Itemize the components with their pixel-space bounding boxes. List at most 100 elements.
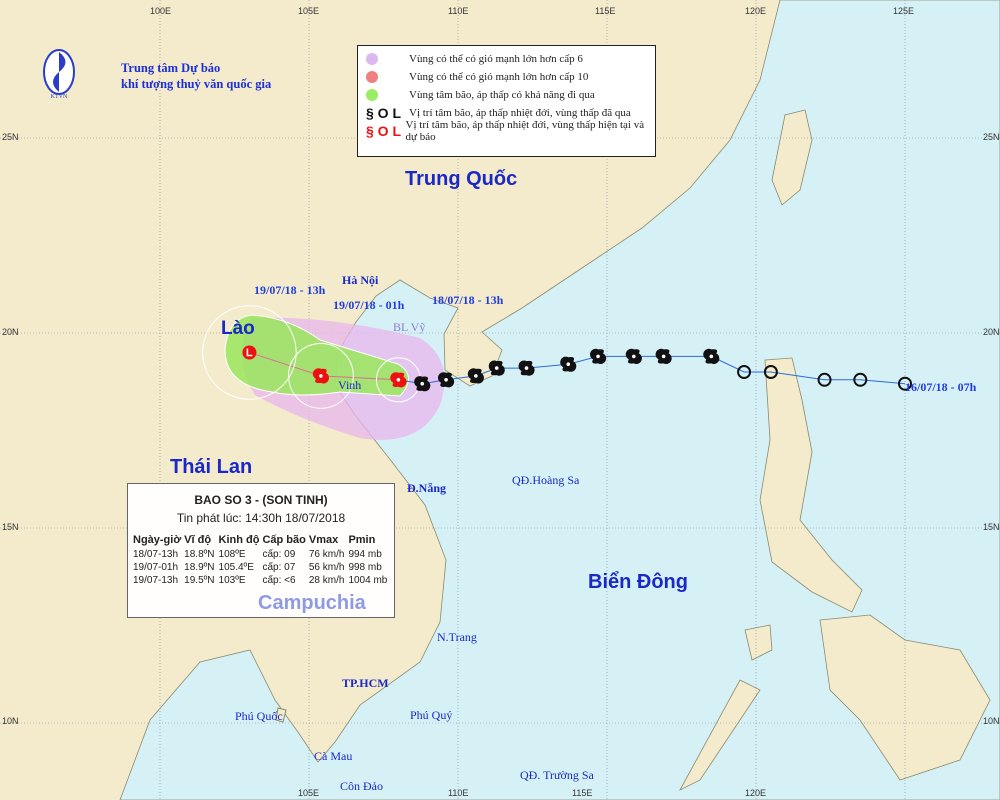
depression-icon: [853, 372, 868, 387]
cell: 1004 mb: [348, 575, 388, 586]
green-circle-icon: [366, 89, 378, 101]
table-row: 18/07-13h 18.8ºN 108ºE cấp: 09 76 km/h 994 mb: [133, 549, 391, 562]
legend-label: Vùng tâm bão, áp thấp có khả năng đi qua: [409, 89, 595, 101]
axis-bottom-label: 120E: [745, 788, 767, 798]
palawan-island: [679, 679, 761, 791]
nchmf-logo: KTVN Trung tâm Dự báo khí tượng thuỷ văn…: [42, 48, 271, 105]
legend-item: Vùng tâm bão, áp thấp có khả năng đi qua: [366, 87, 595, 103]
label-laos: Lào: [221, 318, 255, 339]
storm-icon: [312, 368, 330, 384]
red-circle-icon: [366, 71, 378, 83]
forecast-radius-circle: [288, 343, 354, 409]
lilac-circle-icon: [366, 53, 378, 65]
axis-bottom-label: 105E: [298, 788, 320, 798]
storm-icon: [390, 372, 407, 388]
storm-forecast-table: Ngày-giờ Vĩ độ Kinh độ Cấp bão Vmax Pmin…: [133, 534, 391, 588]
logo-title-line2: khí tượng thuỷ văn quốc gia: [121, 77, 272, 91]
time-label-forecast-24h: 19/07/18 - 13h: [254, 283, 326, 297]
legend-item: § O L Vị trí tâm bão, áp thấp nhiệt đới, …: [366, 105, 631, 121]
depression-icon: [898, 376, 912, 391]
cell: 998 mb: [348, 562, 382, 573]
place-hanoi: Hà Nội: [342, 273, 379, 287]
time-label-start: 16/07/18 - 07h: [905, 380, 977, 394]
axis-left-label: 25N: [2, 132, 19, 142]
label-cambodia: Campuchia: [258, 592, 366, 614]
depression-icon: [817, 372, 832, 387]
storm-icon: [488, 360, 505, 376]
axis-right-label: 25N: [983, 132, 1000, 142]
storm-depression-low-icons-forecast: § O L: [366, 123, 402, 139]
storm-track: [202, 305, 912, 409]
storm-depression-low-icons-past: § O L: [366, 105, 402, 121]
cell: 19/07-13h: [133, 575, 179, 586]
forecast-cone: [224, 314, 409, 397]
legend: Vùng có thể có gió mạnh lớn hơn cấp 6 Vù…: [357, 45, 656, 157]
axis-top-label: 125E: [893, 6, 915, 16]
axis-top-label: 100E: [150, 6, 172, 16]
storm-icon: [414, 376, 431, 392]
cell: cấp: 07: [262, 562, 296, 573]
place-truong-sa: QĐ. Trường Sa: [520, 768, 594, 782]
nchmf-logo-emblem: KTVN: [43, 49, 75, 100]
label-china: Trung Quốc: [405, 168, 518, 190]
label-east-sea: Biển Đông: [588, 571, 688, 593]
legend-label: Vùng có thể có gió mạnh lớn hơn cấp 10: [409, 71, 589, 83]
cell: 18.9ºN: [184, 562, 215, 573]
storm-icon: [560, 356, 577, 372]
place-phu-quy: Phú Quý: [410, 708, 453, 722]
legend-item: § O L Vị trí tâm bão, áp thấp nhiệt đới, …: [366, 119, 655, 143]
col-header: Vmax: [308, 534, 339, 546]
depression-icon: [763, 365, 778, 379]
axis-left-label: 15N: [2, 522, 19, 532]
label-thailand: Thái Lan: [170, 456, 253, 478]
low-pressure-icon: [242, 345, 257, 360]
axis-top-label: 105E: [298, 6, 320, 16]
cell: 108ºE: [218, 549, 246, 560]
cell: 76 km/h: [308, 549, 345, 560]
time-label-forecast-12h: 19/07/18 - 01h: [333, 298, 405, 312]
cell: 18.8ºN: [184, 549, 215, 560]
cell: cấp: 09: [262, 549, 296, 560]
storm-icon: [437, 372, 455, 388]
axis-right-label: 10N: [983, 716, 1000, 726]
storm-icon: [518, 360, 535, 376]
taiwan-island: [771, 109, 813, 206]
place-hoang-sa: QĐ.Hoàng Sa: [512, 473, 580, 487]
depression-icon: [737, 365, 752, 379]
cell: 28 km/h: [308, 575, 345, 586]
col-header: Pmin: [348, 534, 376, 546]
mindoro-island: [744, 624, 773, 661]
place-ca-mau: Cà Mau: [314, 749, 353, 763]
col-header: Cấp bão: [262, 534, 306, 546]
phu-quoc-island: [275, 707, 287, 723]
axis-bottom-label: 115E: [572, 788, 593, 798]
axis-top-label: 115E: [595, 6, 616, 16]
storm-info-box: BAO SO 3 - (SON TINH) Tin phát lúc: 14:3…: [127, 483, 395, 618]
cell: 19/07-01h: [133, 562, 179, 573]
col-header: Kinh độ: [218, 534, 260, 546]
past-track-line: [398, 355, 906, 385]
place-vinh: Vinh: [338, 378, 362, 392]
axis-left-label: 10N: [2, 716, 19, 726]
place-phu-quoc: Phú Quốc: [235, 709, 283, 723]
col-header: Vĩ độ: [184, 534, 212, 546]
logo-title-line1: Trung tâm Dự báo: [121, 61, 221, 75]
storm-icon: [589, 348, 607, 364]
storm-icon: [625, 348, 642, 364]
svg-text:KTVN: KTVN: [51, 94, 68, 100]
axis-left-label: 20N: [2, 327, 19, 337]
axis-bottom-label: 110E: [448, 788, 469, 798]
storm-title: BAO SO 3 - (SON TINH): [194, 493, 328, 507]
cell: 105.4ºE: [218, 562, 254, 573]
col-header: Ngày-giờ: [133, 534, 182, 546]
storm-icon: [467, 368, 484, 384]
time-label-current: 18/07/18 - 13h: [432, 293, 504, 307]
cell: 19.5ºN: [184, 575, 215, 586]
visayas-islands: [819, 614, 991, 781]
cell: 56 km/h: [308, 562, 345, 573]
axis-right-label: 20N: [983, 327, 1000, 337]
legend-item: Vùng có thể có gió mạnh lớn hơn cấp 6: [366, 51, 583, 67]
forecast-radius-circle: [202, 305, 297, 400]
low-pressure-letter: [246, 348, 253, 357]
axis-top-label: 120E: [745, 6, 767, 16]
